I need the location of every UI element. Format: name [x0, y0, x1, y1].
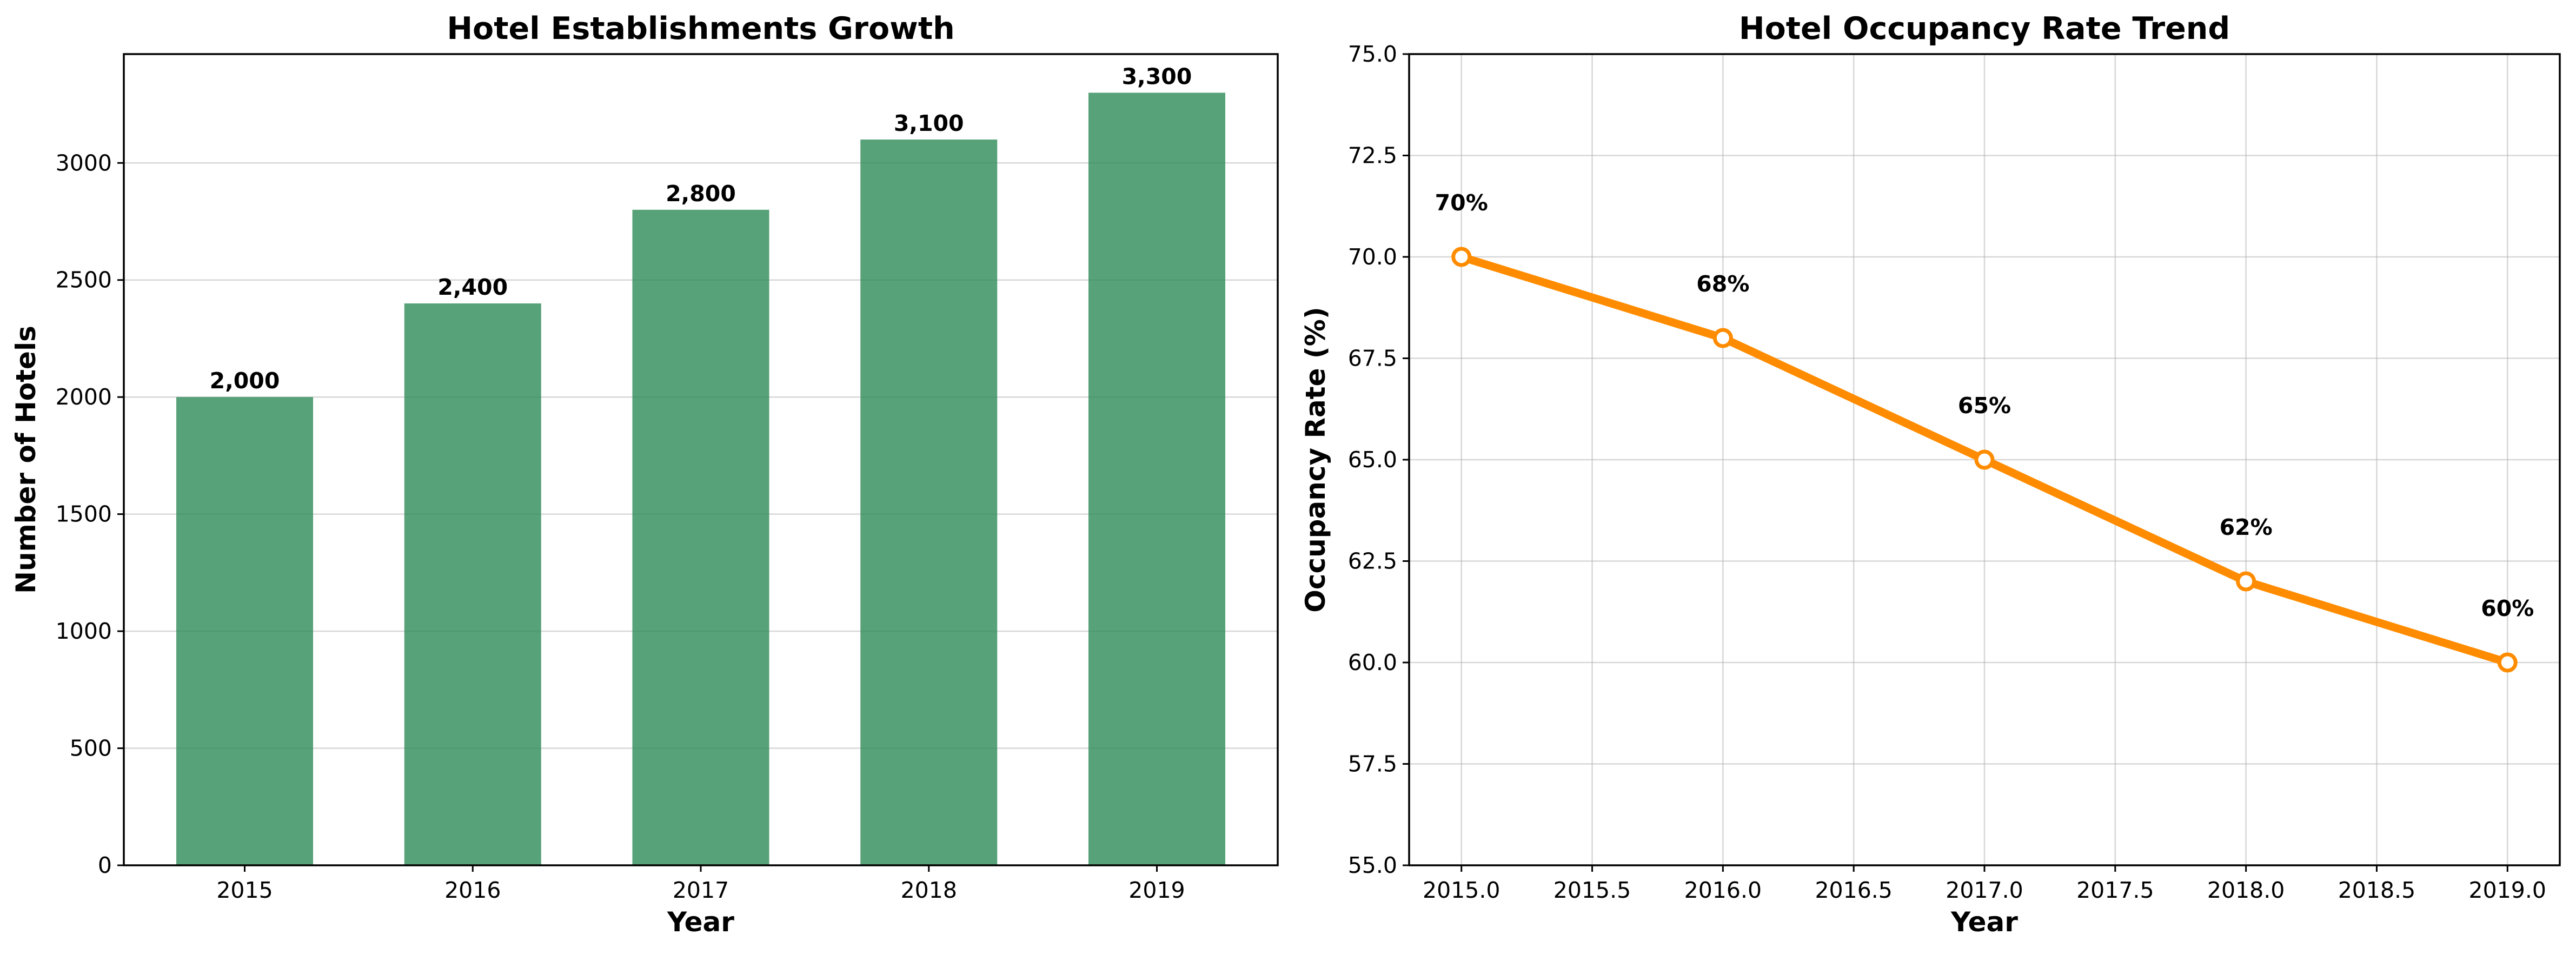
left-bar-value-label: 3,100 — [894, 110, 964, 136]
left-y-tick-label: 3000 — [56, 150, 112, 176]
right-data-point — [2236, 571, 2256, 592]
right-data-labels: 70% 68% 65% 62% 60% — [1435, 190, 2534, 621]
right-chart-title: Hotel Occupancy Rate Trend — [1739, 11, 2230, 47]
left-y-ticks: 0 500 1000 1500 2000 2500 3000 — [56, 150, 124, 878]
right-y-tick-label: 75.0 — [1348, 41, 1397, 67]
left-bar-value-label: 3,300 — [1122, 63, 1192, 89]
right-data-point — [1451, 247, 1472, 267]
right-point-value-label: 60% — [2481, 595, 2534, 621]
right-point-value-label: 68% — [1696, 271, 1749, 297]
right-y-axis-label: Occupancy Rate (%) — [1300, 307, 1331, 612]
right-x-tick-label: 2018.0 — [2207, 877, 2285, 903]
left-y-tick-label: 1500 — [56, 501, 112, 527]
occupancy-rate-chart: 55.0 57.5 60.0 62.5 65.0 67.5 70.0 72.5 75.0 201… — [1300, 11, 2561, 938]
left-bar — [632, 209, 769, 865]
right-x-tick-label: 2018.5 — [2338, 877, 2415, 903]
left-x-ticks: 2015 2016 2017 2018 2019 — [216, 865, 1185, 903]
left-bar — [176, 397, 314, 865]
left-bar-value-label: 2,400 — [437, 274, 508, 300]
left-y-tick-label: 500 — [70, 736, 112, 761]
left-bar-value-label: 2,000 — [210, 368, 280, 394]
left-x-axis-label: Year — [667, 906, 734, 938]
left-y-tick-label: 2000 — [56, 384, 112, 410]
left-y-tick-label: 0 — [98, 852, 112, 878]
left-bar-value-label: 2,800 — [666, 181, 736, 207]
right-x-tick-label: 2015.5 — [1553, 877, 1631, 903]
left-x-tick-label: 2016 — [444, 877, 501, 903]
right-x-ticks: 2015.0 2015.5 2016.0 2016.5 2017.0 2017.5 2018… — [1423, 865, 2546, 903]
left-chart-title: Hotel Establishments Growth — [447, 11, 954, 47]
right-point-value-label: 65% — [1958, 393, 2011, 419]
right-y-ticks: 55.0 57.5 60.0 62.5 65.0 67.5 70.0 72.5 75.0 — [1348, 41, 1409, 878]
left-data-labels: 2,000 2,400 2,800 3,100 3,300 — [210, 63, 1192, 394]
right-y-tick-label: 57.5 — [1348, 751, 1397, 777]
right-y-tick-label: 72.5 — [1348, 143, 1397, 169]
right-y-tick-label: 62.5 — [1348, 548, 1397, 574]
right-y-tick-label: 65.0 — [1348, 447, 1397, 473]
right-series-points — [1451, 247, 2518, 673]
right-data-point — [1974, 449, 1995, 470]
right-point-value-label: 70% — [1435, 190, 1488, 216]
left-x-tick-label: 2015 — [216, 877, 273, 903]
right-data-point — [2497, 652, 2518, 673]
right-x-axis-label: Year — [1950, 906, 2018, 938]
right-y-tick-label: 67.5 — [1348, 346, 1397, 372]
left-x-tick-label: 2019 — [1128, 877, 1185, 903]
right-y-tick-label: 60.0 — [1348, 650, 1397, 675]
left-y-tick-label: 1000 — [56, 618, 112, 644]
left-y-axis-label: Number of Hotels — [10, 326, 42, 594]
right-x-tick-label: 2017.5 — [2076, 877, 2154, 903]
right-point-value-label: 62% — [2220, 514, 2273, 540]
left-bar — [1088, 92, 1225, 865]
right-x-tick-label: 2017.0 — [1946, 877, 2023, 903]
right-gridlines — [1409, 53, 2560, 866]
left-bars — [176, 92, 1225, 865]
left-y-tick-label: 2500 — [56, 267, 112, 293]
right-data-point — [1712, 328, 1733, 348]
right-y-tick-label: 70.0 — [1348, 244, 1397, 270]
left-bar — [404, 303, 541, 865]
left-x-tick-label: 2018 — [901, 877, 957, 903]
right-x-tick-label: 2016.0 — [1684, 877, 1762, 903]
right-y-tick-label: 55.0 — [1348, 852, 1397, 878]
right-x-tick-label: 2016.5 — [1815, 877, 1892, 903]
left-bar — [860, 140, 998, 865]
left-x-tick-label: 2017 — [673, 877, 729, 903]
right-x-tick-label: 2015.0 — [1423, 877, 1500, 903]
right-x-tick-label: 2019.0 — [2469, 877, 2546, 903]
